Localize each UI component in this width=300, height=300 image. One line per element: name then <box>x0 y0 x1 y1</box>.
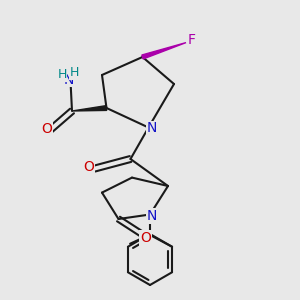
Polygon shape <box>72 106 107 111</box>
Text: N: N <box>146 209 157 223</box>
Text: O: O <box>140 231 151 245</box>
Text: H: H <box>69 66 79 79</box>
Text: N: N <box>64 73 74 86</box>
Text: N: N <box>147 122 157 135</box>
Text: F: F <box>188 33 195 47</box>
Text: O: O <box>84 160 94 174</box>
Text: H: H <box>57 68 67 81</box>
Text: O: O <box>41 122 52 136</box>
Polygon shape <box>142 43 186 59</box>
